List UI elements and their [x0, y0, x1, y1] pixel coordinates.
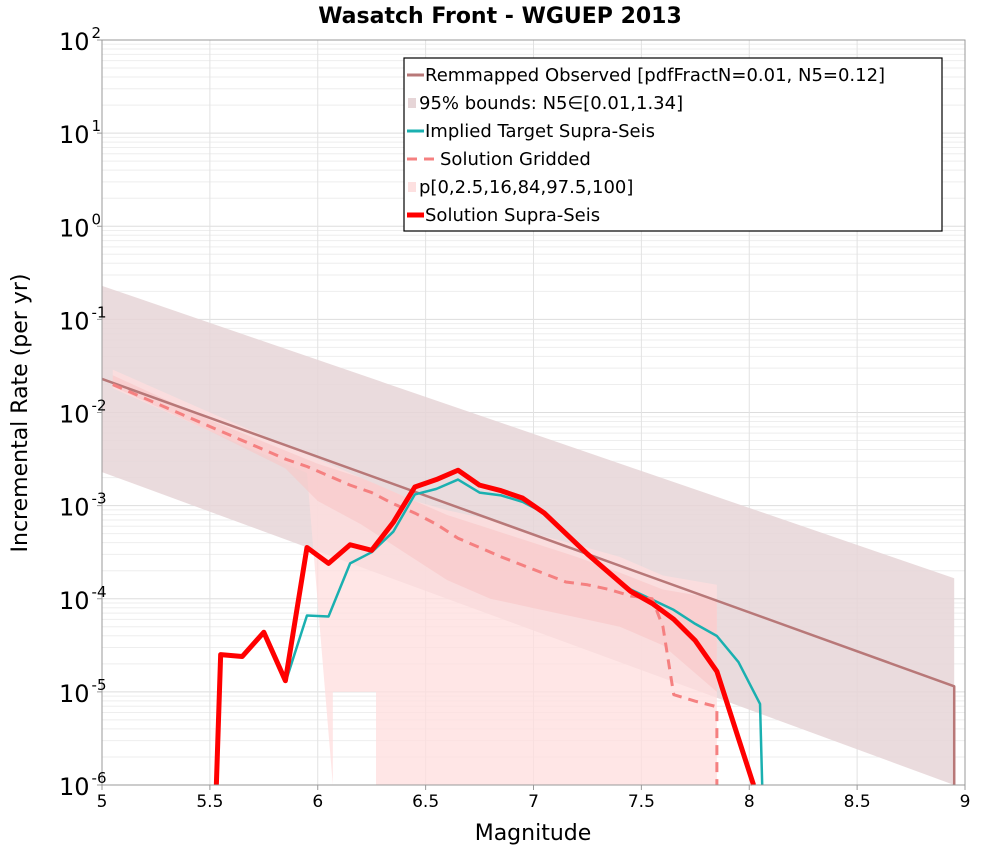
legend-label: Implied Target Supra-Seis	[425, 121, 655, 142]
y-tick-label: 10 -4	[59, 583, 107, 615]
legend-label: 95% bounds: N5∈[0.01,1.34]	[419, 93, 683, 114]
y-tick-label: 10 2	[59, 24, 101, 56]
legend-swatch	[408, 182, 416, 192]
legend-item: p[0,2.5,16,84,97.5,100]	[408, 177, 633, 198]
bands	[102, 285, 955, 785]
series-remapped-observed	[101, 377, 956, 785]
chart-title: Wasatch Front - WGUEP 2013	[318, 4, 682, 29]
x-tick-label: 5.5	[196, 792, 223, 812]
x-tick-label: 7	[528, 792, 539, 812]
y-tick-label: 10 0	[59, 210, 101, 242]
legend-label: p[0,2.5,16,84,97.5,100]	[419, 177, 633, 198]
legend-item: Solution Gridded	[407, 149, 591, 170]
legend-item: Remmapped Observed [pdfFractN=0.01, N5=0…	[407, 65, 885, 86]
y-tick-label: 10 -5	[59, 676, 107, 708]
percentile-band-outer	[112, 369, 717, 785]
legend-item: 95% bounds: N5∈[0.01,1.34]	[408, 93, 683, 114]
legend-swatch	[408, 98, 416, 108]
y-tick-label: 10 1	[59, 117, 101, 149]
series	[101, 377, 956, 786]
legend: Remmapped Observed [pdfFractN=0.01, N5=0…	[403, 57, 943, 232]
x-tick-label: 6	[312, 792, 323, 812]
y-tick-label: 10 -6	[59, 769, 107, 801]
legend-item: Solution Supra-Seis	[407, 205, 600, 226]
y-tick-label: 10 -3	[59, 490, 107, 522]
x-tick-label: 6.5	[412, 792, 439, 812]
legend-label: Remmapped Observed [pdfFractN=0.01, N5=0…	[425, 65, 885, 86]
series-solution-gridded	[112, 383, 719, 785]
x-tick-label: 8.5	[844, 792, 871, 812]
x-tick-label: 7.5	[628, 792, 655, 812]
legend-item: Implied Target Supra-Seis	[407, 121, 655, 142]
y-axis-label: Incremental Rate (per yr)	[8, 274, 33, 553]
y-tick-label: 10 -1	[59, 303, 107, 335]
x-axis-label: Magnitude	[475, 821, 592, 846]
x-tick-label: 9	[960, 792, 971, 812]
percentile-band-inner	[112, 375, 717, 692]
series-solution-supra-seis	[213, 467, 756, 786]
x-tick-label: 5	[97, 792, 108, 812]
x-ticks: 5 5.5 6 6.5 7 7.5 8 8.5 9	[97, 785, 971, 812]
x-tick-label: 8	[744, 792, 755, 812]
y-tick-label: 10 -2	[59, 397, 107, 429]
legend-box	[403, 57, 943, 232]
legend-label: Solution Supra-Seis	[425, 205, 600, 226]
legend-label: Solution Gridded	[440, 149, 591, 170]
